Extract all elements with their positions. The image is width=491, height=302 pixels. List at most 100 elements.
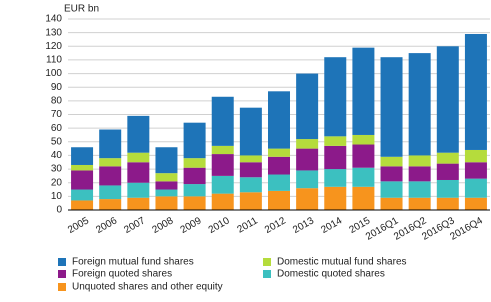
bar-segment <box>71 200 94 210</box>
bar-segment <box>155 189 178 197</box>
bar-segment <box>296 73 319 140</box>
bar-segment <box>352 144 375 168</box>
bar-segment <box>352 186 375 210</box>
bar-segment <box>268 174 290 191</box>
legend-swatch <box>263 270 271 278</box>
bar-segment <box>436 152 459 164</box>
legend-swatch <box>58 270 66 278</box>
bar-segment <box>127 115 150 153</box>
bar-segment <box>436 46 459 153</box>
bar-segment <box>352 134 375 145</box>
bar-segment <box>239 177 262 193</box>
bar-segment <box>324 186 347 210</box>
bar-segment <box>408 166 431 182</box>
bar-segment <box>99 199 122 210</box>
bar-segment <box>155 173 178 182</box>
x-tick-label: 2005 <box>66 215 91 236</box>
bar-segment <box>239 107 262 156</box>
bar-segment <box>71 147 94 165</box>
y-axis-label: EUR bn <box>64 4 99 15</box>
legend-label: Foreign quoted shares <box>72 269 172 280</box>
bar-segment <box>99 185 122 200</box>
y-tick-label: 60 <box>51 123 63 134</box>
y-tick-label: 50 <box>51 136 63 147</box>
bar-segment <box>268 148 290 157</box>
bar-segment <box>183 122 206 159</box>
legend-swatch <box>58 283 66 291</box>
legend-swatch <box>58 258 66 266</box>
bar-segment <box>464 178 487 198</box>
bar-segment <box>99 129 122 159</box>
bar-segment <box>239 162 262 178</box>
x-tick-label: 2010 <box>207 215 232 236</box>
legend-label: Domestic quoted shares <box>277 269 385 280</box>
y-tick-label: 120 <box>45 41 62 52</box>
x-tick-label: 2011 <box>236 215 261 235</box>
y-tick-label: 70 <box>51 109 63 120</box>
bar-segment <box>464 162 487 179</box>
bar-segment <box>127 197 150 210</box>
y-tick-label: 110 <box>46 55 62 66</box>
bar-segment <box>324 57 347 137</box>
bar-segment <box>71 164 94 171</box>
bar-segment <box>183 184 206 197</box>
x-tick-label: 2008 <box>151 215 176 236</box>
bar-segment <box>380 181 403 198</box>
y-tick-label: 130 <box>45 27 62 38</box>
bar-segment <box>211 145 234 155</box>
bar-segment <box>380 156 403 167</box>
legend-label: Foreign mutual fund shares <box>72 257 194 268</box>
bar-segment <box>436 197 459 210</box>
bar-segment <box>324 169 347 187</box>
bar-segment <box>436 163 459 180</box>
x-tick-label: 2013 <box>291 215 316 236</box>
bar-segment <box>127 182 150 198</box>
y-tick-label: 40 <box>51 150 63 161</box>
bar-segment <box>464 34 487 150</box>
bar-segment <box>155 196 178 210</box>
bar-segment <box>71 170 94 190</box>
bar-segment <box>464 149 487 163</box>
bar-segment <box>268 91 290 149</box>
x-tick-label: 2012 <box>263 215 288 236</box>
bar-segment <box>380 166 403 182</box>
legend-label: Domestic mutual fund shares <box>277 257 407 268</box>
y-tick-label: 90 <box>51 82 63 93</box>
y-tick-label: 10 <box>51 191 63 202</box>
bar-segment <box>127 162 150 183</box>
bar-segment <box>324 145 347 170</box>
bar-segment <box>211 96 234 146</box>
bar-segment <box>127 152 150 163</box>
bar-segment <box>352 47 375 135</box>
legend-swatch <box>263 258 271 266</box>
bar-segment <box>99 166 122 186</box>
bar-segment <box>183 196 206 210</box>
bar-segment <box>296 188 319 210</box>
bar-segment <box>155 147 178 174</box>
bar-segment <box>324 136 347 146</box>
bar-segment <box>296 139 319 149</box>
bar-segment <box>71 189 94 201</box>
x-tick-label: 2007 <box>122 215 147 236</box>
bar-segment <box>380 197 403 210</box>
bar-segment <box>99 158 122 167</box>
bar-segment <box>211 193 234 210</box>
bar-segment <box>380 57 403 157</box>
legend-label: Unquoted shares and other equity <box>72 282 223 293</box>
y-tick-label: 0 <box>56 205 62 216</box>
bar-segment <box>183 167 206 185</box>
x-tick-label: 2014 <box>319 215 344 236</box>
bar-segment <box>268 190 290 210</box>
bar-segment <box>464 197 487 210</box>
x-tick-label: 2016Q4 <box>448 215 485 243</box>
bar-segment <box>296 170 319 189</box>
y-tick-label: 30 <box>51 164 63 175</box>
bar-segment <box>408 181 431 198</box>
y-tick-label: 100 <box>45 68 62 79</box>
bar-segment <box>408 197 431 210</box>
bar-segment <box>239 155 262 163</box>
bar-segment <box>408 155 431 167</box>
x-tick-label: 2006 <box>94 215 119 236</box>
bar-segment <box>211 175 234 194</box>
